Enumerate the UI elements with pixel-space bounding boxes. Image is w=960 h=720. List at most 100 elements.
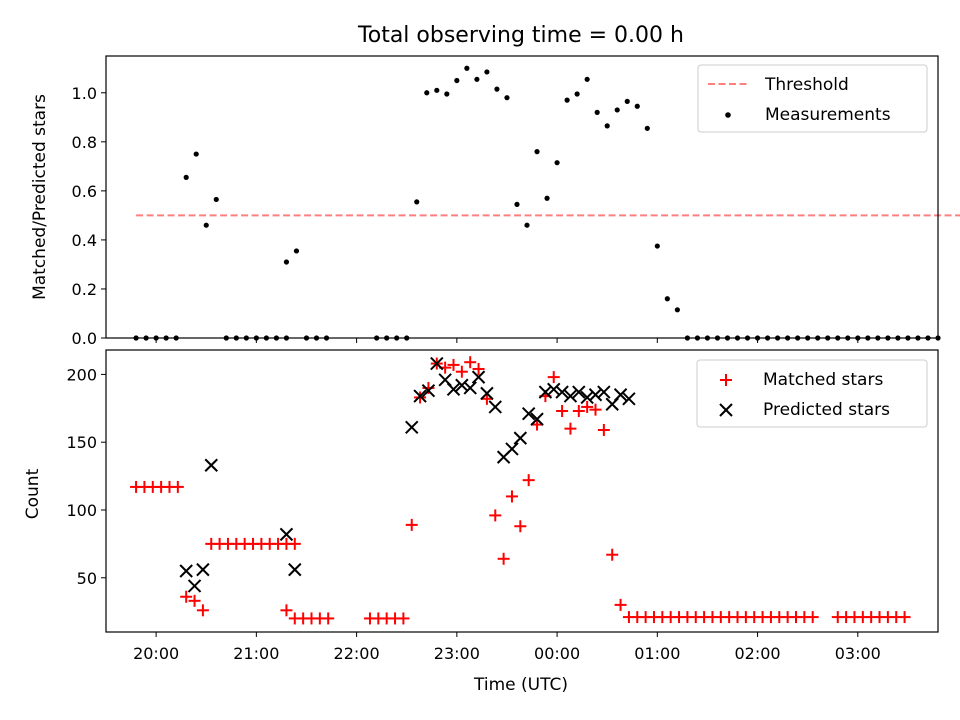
matched-star-point (581, 400, 594, 413)
measurement-point (183, 174, 189, 180)
measurement-point (444, 91, 450, 97)
matched-star-point (489, 509, 502, 522)
measurement-point (534, 149, 540, 155)
matched-star-point (288, 537, 301, 550)
legend-matched-swatch (720, 374, 732, 386)
matched-star-point (522, 474, 535, 487)
predicted-star-point (563, 389, 578, 403)
matched-star-point (464, 356, 477, 369)
bottom-y-axis-label: Count (23, 468, 43, 519)
predicted-star-point (505, 442, 519, 456)
y-tick-label: 0.8 (72, 133, 97, 152)
predicted-star-point (513, 431, 528, 445)
matched-star-point (397, 612, 410, 625)
predicted-star-point (204, 458, 218, 472)
matched-star-point (572, 405, 585, 418)
matched-star-point (480, 392, 493, 405)
matched-star-point (514, 520, 527, 533)
y-tick-label: 150 (66, 433, 97, 452)
measurement-point (283, 259, 290, 265)
bottom-axes-frame (105, 349, 939, 633)
predicted-star-point (521, 407, 536, 421)
predicted-star-point (446, 382, 461, 397)
legend-threshold-label: Threshold (764, 75, 849, 95)
measurement-point (414, 199, 420, 205)
matched-star-point (405, 518, 418, 531)
measurement-point (674, 307, 680, 313)
legend-measurements-label: Measurements (765, 105, 891, 125)
predicted-star-point (463, 381, 477, 395)
matched-star-point (322, 612, 335, 625)
measurement-point (664, 296, 670, 302)
y-tick-label: 0.4 (72, 231, 97, 250)
predicted-star-point (588, 388, 603, 402)
matched-star-point (531, 418, 544, 431)
measurement-point (484, 69, 490, 75)
x-tick-label: 03:00 (835, 644, 881, 663)
measurement-point (474, 76, 480, 82)
matched-star-point (280, 604, 293, 617)
y-tick-label: 0.0 (72, 329, 97, 348)
measurement-point (213, 196, 219, 203)
measurement-point (464, 65, 470, 71)
matched-star-point (188, 594, 201, 607)
predicted-star-point (547, 382, 561, 397)
matched-star-point (497, 552, 510, 565)
x-tick-label: 02:00 (735, 644, 781, 663)
measurement-point (574, 91, 580, 97)
x-tick-label: 20:00 (133, 644, 179, 663)
measurement-point (624, 98, 630, 104)
x-tick-label: 21:00 (233, 644, 279, 663)
predicted-star-point (480, 386, 494, 401)
chart-title: Total observing time = 0.00 h (357, 23, 684, 48)
measurement-point (504, 95, 510, 101)
legend-predicted-swatch (719, 403, 733, 417)
y-tick-label: 100 (66, 501, 97, 520)
measurement-point (584, 76, 590, 82)
predicted-star-point (488, 400, 502, 414)
matched-star-point (606, 548, 619, 561)
bottom-plot-area (130, 356, 911, 625)
matched-star-point (505, 490, 518, 503)
measurement-point (524, 222, 530, 228)
measurement-point (454, 77, 460, 84)
measurement-point (514, 201, 520, 207)
measurement-point (424, 90, 430, 96)
predicted-star-point (288, 562, 302, 577)
measurement-point (544, 195, 550, 201)
y-tick-label: 0.6 (72, 182, 97, 201)
predicted-star-point (196, 562, 210, 577)
measurement-point (494, 86, 500, 92)
predicted-star-point (179, 564, 193, 578)
matched-star-point (196, 604, 209, 617)
matched-star-point (806, 611, 819, 624)
measurement-point (554, 160, 560, 166)
measurement-point (604, 123, 610, 129)
predicted-star-point (597, 385, 611, 399)
predicted-star-point (413, 389, 427, 403)
matched-star-point (455, 365, 468, 378)
measurement-point (644, 125, 650, 131)
bottom-legend-box (696, 359, 928, 428)
y-tick-label: 0.2 (72, 280, 97, 299)
measurement-point (594, 109, 600, 115)
predicted-star-point (538, 385, 553, 399)
predicted-star-point (405, 420, 419, 434)
y-tick-label: 50 (77, 569, 97, 588)
measurement-point (654, 243, 660, 249)
measurement-point (634, 103, 640, 109)
predicted-star-point (430, 356, 444, 371)
x-tick-label: 23:00 (434, 644, 480, 663)
predicted-star-point (279, 527, 294, 542)
measurement-point (434, 87, 440, 93)
x-tick-label: 22:00 (334, 644, 380, 663)
matched-star-point (171, 480, 184, 493)
x-axis-label: Time (UTC) (473, 675, 568, 695)
predicted-star-point (580, 390, 594, 405)
measurement-point (564, 97, 570, 103)
x-tick-label: 00:00 (534, 644, 580, 663)
legend-measurements-swatch (725, 112, 731, 118)
matched-star-point (589, 403, 602, 416)
y-tick-label: 1.0 (72, 84, 97, 103)
bottom-legend: Matched stars Predicted stars (696, 359, 928, 428)
